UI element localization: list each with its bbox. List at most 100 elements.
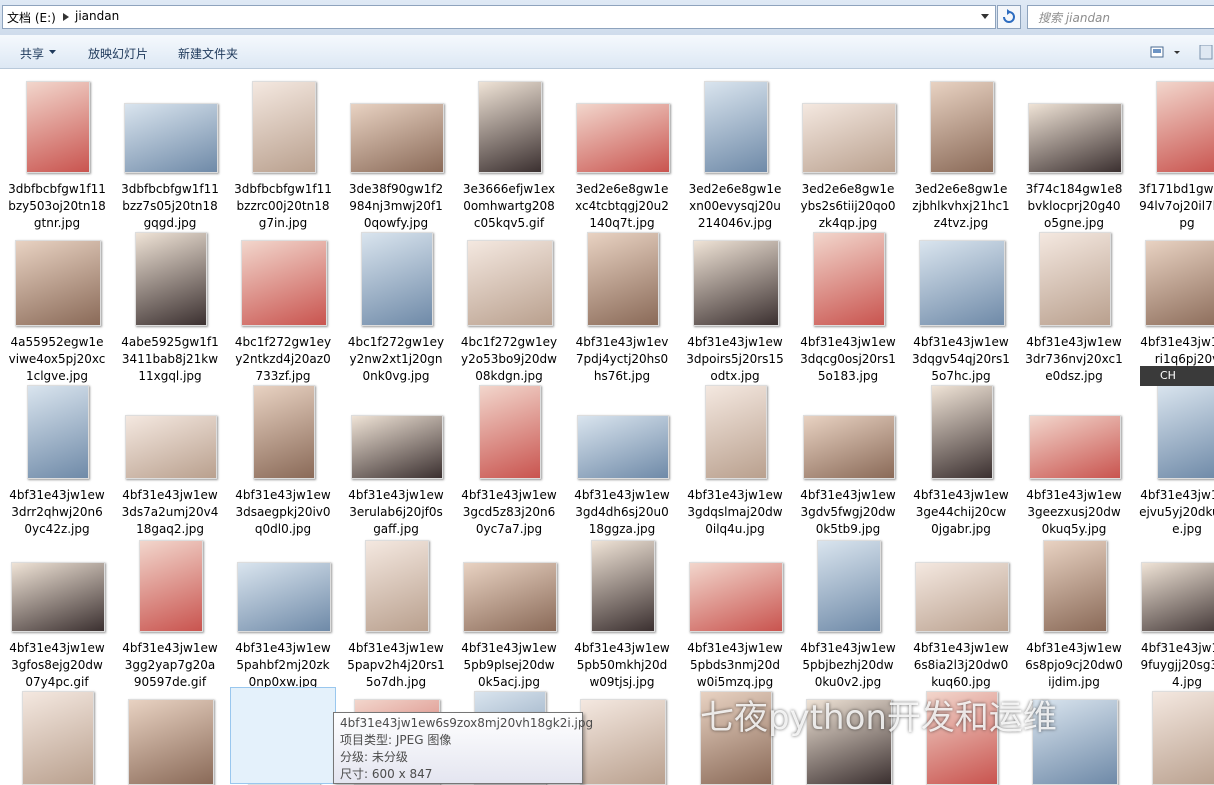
file-name[interactable]: 3dbfbcbfgw1f11bzy503oj20tn18gtnr.jpg [8,182,106,230]
toolbar-button[interactable]: 新建文件夹 [178,47,239,61]
file-name[interactable]: 4bf31e43jw1ew3gfos8ejg20dw07y4pc.gif [9,641,105,689]
thumbnail [926,691,998,785]
thumbnail [587,232,659,326]
file-name[interactable]: 4bf31e43jw1ew3geezxusj20dw0kuq5y.jpg [1026,488,1122,536]
file-name[interactable]: 4bf31e43jw1ew3dqcg0osj20rs15o183.jpg [800,335,896,383]
thumbnail [241,240,327,326]
watermark: 七夜python开发和运维 [700,698,1057,738]
thumbnail [591,540,655,632]
file-name[interactable]: 3ed2e6e8gw1eybs2s6tiij20qo0zk4qp.jpg [800,182,896,230]
ime-bar[interactable]: CH [1140,366,1214,386]
file-name[interactable]: 4bf31e43jw1ew6s8pjo9cj20dw0ijdim.jpg [1025,641,1123,689]
file-name[interactable]: 3f171bd1gw18k94lv7oj20il7he.jpg [1138,182,1214,230]
file-name[interactable]: 4bf31e43jw1ew3gg2yap7g20a90597de.gif [122,641,218,689]
search-placeholder: 搜索 jiandan [1038,11,1111,25]
file-name[interactable]: 3de38f90gw1f2984nj3mwj20f10qowfy.jpg [348,182,444,230]
file-name[interactable]: 4bf31e43jw1ew5pb9plsej20dw0k5acj.jpg [461,641,557,689]
file-name[interactable]: 4bf31e43jw1ew3erulab6j20jf0sgaff.jpg [348,488,444,536]
thumbnail [467,240,553,326]
file-name[interactable]: 4bf31e43jw1ev7pdj4yctj20hs0hs76t.jpg [575,335,669,383]
dropdown-arrow[interactable] [981,14,989,19]
tooltip-line: 项目类型: JPEG 图像 [340,733,452,747]
file-name[interactable]: 4bf31e43jw1ew5pb50mkhj20dw09tjsj.jpg [574,641,670,689]
view-buttons[interactable] [1150,45,1214,61]
file-name[interactable]: 3f74c184gw1e8bvklocprj20g40o5gne.jpg [1025,182,1123,230]
toolbar-button[interactable]: 放映幻灯片 [88,47,149,61]
file-name[interactable]: 3e3666efjw1ex0omhwartg208c05kqv5.gif [462,182,556,230]
file-name[interactable]: 4bf31e43jw1ew3ge44chij20cw0jgabr.jpg [913,488,1009,536]
thumbnail [813,232,885,326]
thumbnail [693,240,779,326]
thumbnail [11,562,105,632]
file-name[interactable]: 4bf31e43jw1ew3dsaegpkj20iv0q0dl0.jpg [235,488,331,536]
tooltip-line: 分级: 未分级 [340,750,408,764]
thumbnail [1032,699,1118,785]
file-name[interactable]: 4bc1f272gw1eyy2o53bo9j20dw08kdgn.jpg [460,335,558,383]
file-name[interactable]: 4bf31e43jw13gejvu5yj20dkugqe.jpg [1139,488,1214,536]
file-name[interactable]: 4bf31e43jw1ew3gdqslmaj20dw0ilq4u.jpg [687,488,783,536]
thumbnail [704,81,768,173]
thumbnail [139,540,203,632]
thumbnail [128,699,214,785]
dropdown-arrow [49,50,56,54]
address-bar[interactable]: 文档 (E:) jiandan [2,5,996,29]
file-name[interactable]: 4bc1f272gw1eyy2ntkzd4j20az0733zf.jpg [234,335,332,383]
file-name[interactable]: 4bc1f272gw1eyy2nw2xt1j20gn0nk0vg.jpg [347,335,445,383]
thumbnail [361,232,433,326]
file-name[interactable]: 4bf31e43jw1ew5papv2h4j20rs15o7dh.jpg [347,641,445,689]
ime-language: CH [1160,369,1176,382]
file-name[interactable]: 4bf31e43jw1ew5pbds3nmj20dw0i5mzq.jpg [687,641,783,689]
thumbnail [576,103,670,173]
file-name[interactable]: 3ed2e6e8gw1ezjbhlkvhxj21hc1z4tvz.jpg [912,182,1010,230]
thumbnail [22,691,94,785]
file-name[interactable]: 4bf31e43jw1ew3gd4dh6sj20u018ggza.jpg [574,488,670,536]
thumbnail [1156,81,1214,173]
refresh-button[interactable] [997,5,1021,29]
thumbnail [351,415,443,479]
file-name[interactable]: 3dbfbcbfgw1f11bzzrc00j20tn18g7in.jpg [234,182,332,230]
thumbnail [252,81,316,173]
file-name[interactable]: 4bf31e43jw16s9fuygjj20sg37b4.jpg [1140,641,1214,689]
file-name[interactable]: 4bf31e43jw1ew5pbjbezhj20dw0ku0v2.jpg [800,641,896,689]
file-name[interactable]: 4bf31e43jw1ew3dr736nvj20xc1e0dsz.jpg [1025,335,1123,383]
file-name[interactable]: 4bf31e43jw1ew3gdv5fwgj20dw0k5tb9.jpg [800,488,896,536]
file-name[interactable]: 4bf31e43jw13dri1q6pj20v [1140,335,1214,366]
file-name[interactable]: 3ed2e6e8gw1exn00evysqj20u214046v.jpg [688,182,782,230]
toolbar-button[interactable]: 共享 [20,47,45,61]
file-name[interactable]: 4bf31e43jw1ew3dqgv54qj20rs15o7hc.jpg [912,335,1010,383]
thumbnail [26,81,90,173]
thumbnail [124,103,218,173]
search-box[interactable]: 搜索 jiandan [1027,5,1214,29]
refresh-icon [1003,9,1015,23]
file-name[interactable]: 3ed2e6e8gw1exc4tcbtqgj20u2140q7t.jpg [575,182,669,230]
thumbnail [125,415,217,479]
file-name[interactable]: 4bf31e43jw1ew3ds7a2umj20v418gaq2.jpg [121,488,219,536]
thumbnail [27,385,89,479]
thumbnail [803,415,895,479]
thumbnail [463,562,557,632]
hovered-item[interactable] [230,687,336,784]
file-name[interactable]: 4bf31e43jw1ew3drr2qhwj20n60yc42z.jpg [9,488,105,536]
address-area: 文档 (E:) jiandan 搜索 jiandan [0,0,1214,35]
thumbnail [931,385,993,479]
file-name[interactable]: 4bf31e43jw1ew3gcd5z83j20n60yc7a7.jpg [461,488,557,536]
file-name[interactable]: 4bf31e43jw1ew5pahbf2mj20zk0np0xw.jpg [235,641,331,689]
thumbnail [478,81,542,173]
file-name[interactable]: 3dbfbcbfgw1f11bzz7s05j20tn18gqgd.jpg [121,182,219,230]
breadcrumb[interactable]: jiandan [75,9,120,23]
file-name[interactable]: 4abe5925gw1f13411bab8j21kw11xgql.jpg [121,335,219,383]
file-name[interactable]: 4bf31e43jw1ew3dpoirs5j20rs15odtx.jpg [686,335,784,383]
thumbnail [253,385,315,479]
file-name[interactable]: 4bf31e43jw1ew6s8ia2l3j20dw0kuq60.jpg [913,641,1009,689]
thumbnail [1152,691,1214,785]
thumbnail [1043,540,1107,632]
thumbnail [1145,240,1214,326]
thumbnail [135,232,207,326]
thumbnail [1028,103,1122,173]
breadcrumb-arrow [63,13,69,21]
file-grid: 3dbfbcbfgw1f11bzy503oj20tn18gtnr.jpg 3dbf… [0,69,1214,785]
thumbnail [15,240,101,326]
file-name[interactable]: 4a55952egw1eviwe4ox5pj20xc1clgve.jpg [8,335,106,383]
tooltip: 4bf31e43jw1ew6s9zox8mj20vh18gk2i.jpg 项目类… [333,712,593,784]
breadcrumb[interactable]: 文档 (E:) [7,11,56,25]
